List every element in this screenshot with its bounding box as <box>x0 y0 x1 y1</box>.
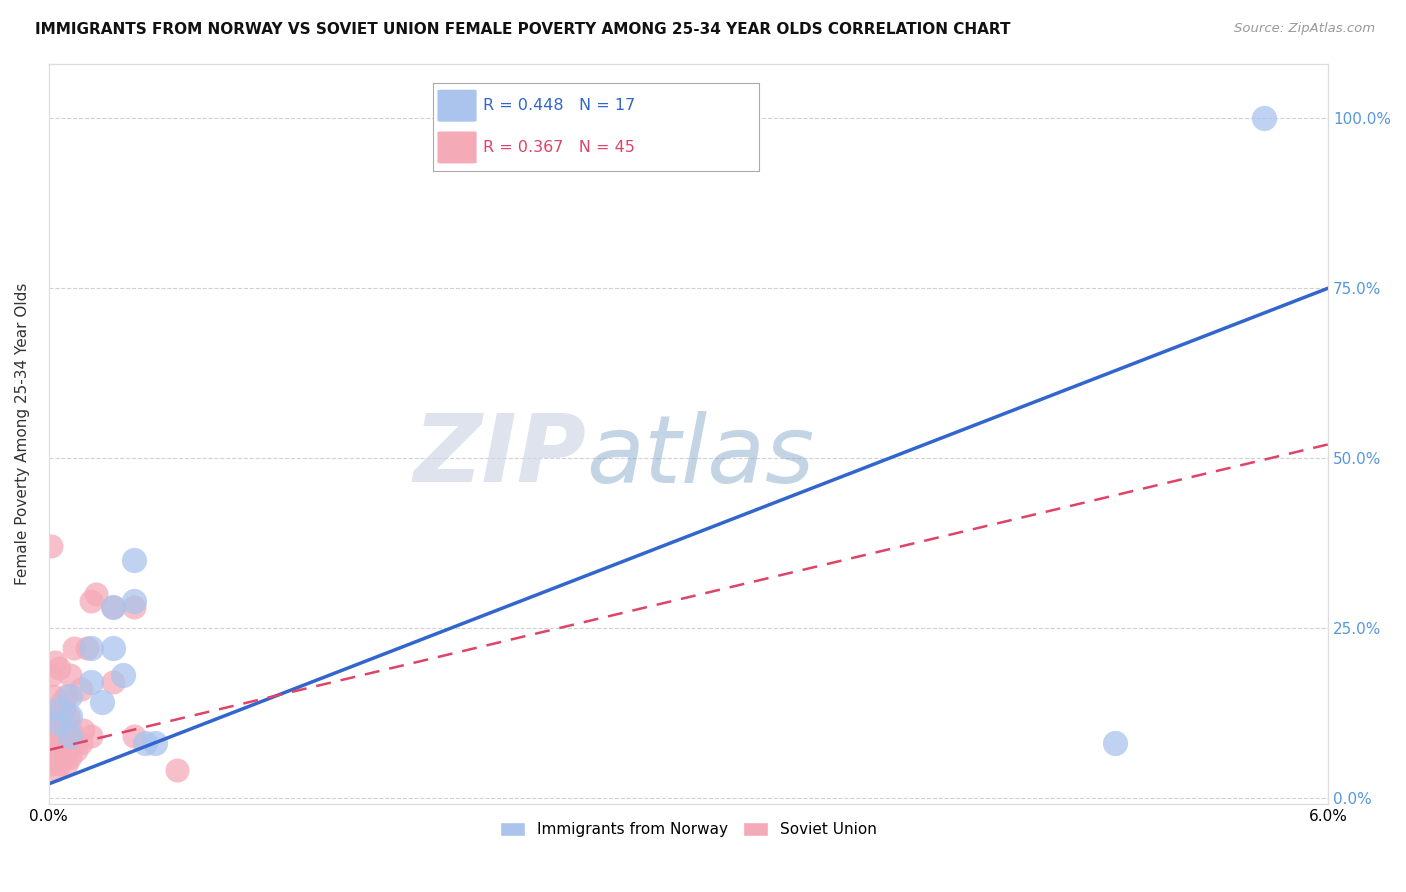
Point <box>84 587 107 601</box>
Point <box>80 675 103 690</box>
Text: atlas: atlas <box>586 411 814 502</box>
Point <box>39 539 62 553</box>
Point <box>48 736 70 750</box>
Point <box>101 600 124 615</box>
Point <box>76 641 98 656</box>
Point <box>101 675 124 690</box>
Point <box>101 600 124 615</box>
Point <box>59 689 82 703</box>
Point <box>59 730 82 744</box>
Point <box>59 723 82 737</box>
Point <box>69 736 91 750</box>
Point <box>44 736 66 750</box>
Point <box>39 736 62 750</box>
Point <box>42 689 65 703</box>
Point <box>1104 736 1126 750</box>
Point <box>51 743 73 757</box>
Point <box>122 593 145 607</box>
Point <box>55 756 77 771</box>
Point <box>59 668 82 682</box>
Point <box>52 702 75 716</box>
Point <box>72 723 94 737</box>
Point <box>122 553 145 567</box>
Point <box>122 730 145 744</box>
Point <box>69 681 91 696</box>
Legend: Immigrants from Norway, Soviet Union: Immigrants from Norway, Soviet Union <box>492 814 884 845</box>
Point <box>46 749 69 764</box>
Point <box>42 749 65 764</box>
Point <box>51 695 73 709</box>
Point <box>80 641 103 656</box>
Point <box>44 764 66 778</box>
Point <box>80 730 103 744</box>
Point <box>48 715 70 730</box>
Point <box>122 600 145 615</box>
Y-axis label: Female Poverty Among 25-34 Year Olds: Female Poverty Among 25-34 Year Olds <box>15 283 30 585</box>
Point <box>63 736 86 750</box>
Point <box>52 749 75 764</box>
Point <box>55 689 77 703</box>
Point <box>42 723 65 737</box>
Point <box>65 743 87 757</box>
Point <box>56 709 79 723</box>
Point <box>145 736 167 750</box>
Point <box>55 730 77 744</box>
Point <box>48 661 70 675</box>
Point <box>48 702 70 716</box>
Point <box>46 723 69 737</box>
Point <box>63 641 86 656</box>
Point <box>112 668 135 682</box>
Point <box>44 655 66 669</box>
Point <box>48 709 70 723</box>
Point <box>166 764 188 778</box>
Point <box>101 641 124 656</box>
Text: IMMIGRANTS FROM NORWAY VS SOVIET UNION FEMALE POVERTY AMONG 25-34 YEAR OLDS CORR: IMMIGRANTS FROM NORWAY VS SOVIET UNION F… <box>35 22 1011 37</box>
Point <box>48 756 70 771</box>
Point <box>91 695 114 709</box>
Point <box>39 709 62 723</box>
Point <box>44 709 66 723</box>
Point <box>59 749 82 764</box>
Point <box>80 593 103 607</box>
Text: Source: ZipAtlas.com: Source: ZipAtlas.com <box>1234 22 1375 36</box>
Point <box>59 709 82 723</box>
Point <box>39 668 62 682</box>
Point <box>39 756 62 771</box>
Point <box>56 743 79 757</box>
Point <box>1253 112 1275 126</box>
Point <box>134 736 156 750</box>
Text: ZIP: ZIP <box>413 410 586 502</box>
